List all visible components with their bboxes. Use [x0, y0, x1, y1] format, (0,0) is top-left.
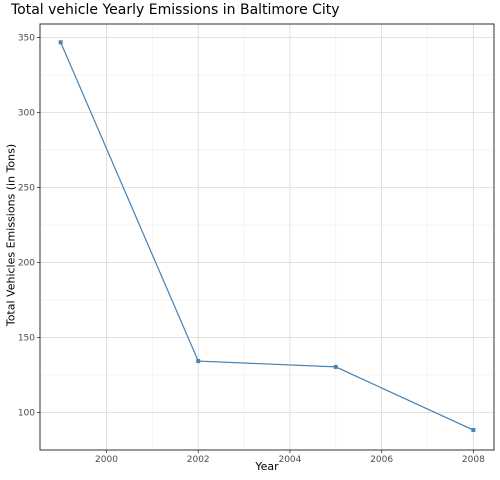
data-point — [58, 40, 63, 45]
data-point — [196, 359, 201, 364]
x-axis-label: Year — [255, 460, 279, 473]
x-tick-label: 2006 — [370, 455, 393, 465]
panel-border — [39, 23, 495, 451]
y-tick-label: 300 — [18, 109, 35, 119]
y-tick-label: 100 — [18, 409, 35, 419]
y-tick-label: 350 — [18, 34, 35, 44]
x-tick-label: 2008 — [462, 455, 485, 465]
series-line — [60, 42, 474, 431]
data-point — [471, 428, 476, 433]
data-point — [333, 364, 338, 369]
y-tick-label: 250 — [18, 184, 35, 194]
y-tick-label: 150 — [18, 334, 35, 344]
x-tick-label: 2002 — [187, 455, 210, 465]
x-tick-label: 2004 — [278, 455, 301, 465]
x-tick-label: 2000 — [95, 455, 118, 465]
y-tick-label: 200 — [18, 259, 35, 269]
chart-title: Total vehicle Yearly Emissions in Baltim… — [11, 2, 340, 18]
